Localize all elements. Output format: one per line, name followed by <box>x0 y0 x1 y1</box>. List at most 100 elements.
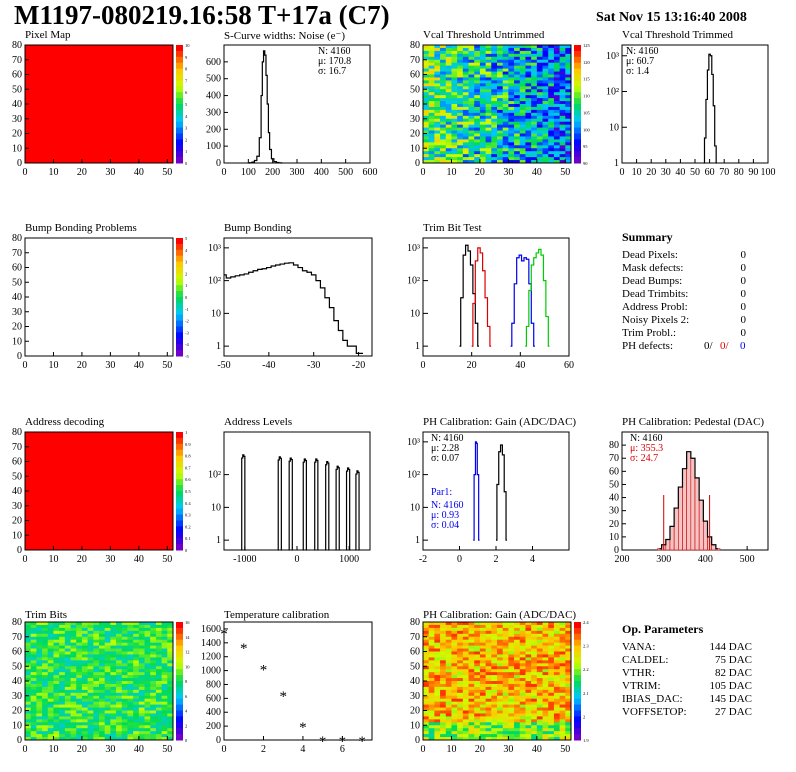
heatmap-cell <box>440 151 447 155</box>
heatmap-cell <box>565 734 572 738</box>
palette-cell <box>176 532 183 539</box>
heatmap-cell <box>53 645 60 649</box>
heatmap-cell <box>514 157 521 161</box>
heatmap-cell <box>479 115 487 120</box>
heatmap-cell <box>497 50 504 55</box>
heatmap-cell <box>138 663 145 667</box>
heatmap-cell <box>161 660 168 664</box>
heatmap-cell <box>502 121 509 126</box>
heatmap-cell <box>64 624 71 629</box>
heatmap-cell <box>519 698 526 703</box>
heatmap-cell <box>519 716 526 720</box>
heatmap-cell <box>514 725 521 729</box>
heatmap-cell <box>479 639 487 644</box>
heatmap-cell <box>423 669 430 673</box>
heatmap-cell <box>468 106 475 111</box>
heatmap-cell <box>508 737 515 741</box>
op-params-title: Op. Parameters <box>622 622 704 636</box>
heatmap-cell <box>559 98 566 102</box>
heatmap-cell <box>64 704 71 708</box>
heatmap-cell <box>508 83 515 87</box>
heatmap-cell <box>548 89 555 93</box>
heatmap-cell <box>542 45 549 49</box>
heatmap-cell <box>47 672 54 676</box>
heatmap-cell <box>502 53 509 58</box>
heatmap-cell <box>87 678 94 682</box>
heatmap-cell <box>428 701 435 705</box>
heatmap-cell <box>479 622 487 626</box>
heatmap-cell <box>451 622 458 626</box>
heatmap-cell <box>548 716 555 720</box>
page-title: M1197-080219.16:58 T+17a (C7) <box>14 0 390 30</box>
op-param-label: VTHR: <box>622 667 655 679</box>
heatmap-cell <box>30 728 37 732</box>
heatmap-cell <box>445 692 452 697</box>
heatmap-cell <box>110 734 117 738</box>
heatmap-cell <box>440 731 447 735</box>
heatmap-cell <box>155 678 163 682</box>
heatmap-cell <box>457 672 464 676</box>
heatmap-cell <box>445 118 452 123</box>
heatmap-cell <box>519 642 526 646</box>
heatmap-cell <box>468 669 475 673</box>
heatmap-cell <box>565 47 572 52</box>
heatmap-cell <box>474 53 481 58</box>
heatmap-cell <box>457 627 464 632</box>
heatmap-cell <box>559 654 566 658</box>
palette-label: 0.6 <box>185 477 191 482</box>
heatmap-cell <box>440 701 447 705</box>
heatmap-cell <box>485 80 492 84</box>
heatmap-cell <box>525 115 532 120</box>
y-tick-label: 1400 <box>201 638 221 649</box>
heatmap-cell <box>519 136 526 140</box>
heatmap-cell <box>462 663 469 667</box>
heatmap-cell <box>161 707 168 711</box>
heatmap-cell <box>76 681 83 685</box>
heatmap-cell <box>434 731 441 735</box>
heatmap-cell <box>468 642 475 646</box>
heatmap-cell <box>525 627 532 632</box>
heatmap-cell <box>440 636 447 641</box>
heatmap-cell <box>548 98 555 102</box>
heatmap-cell <box>428 136 435 140</box>
palette-cell <box>574 710 581 717</box>
heatmap-cell <box>514 74 521 78</box>
y-tick-label: 10 <box>12 336 22 347</box>
heatmap-cell <box>502 133 509 137</box>
heatmap-cell <box>462 719 469 723</box>
heatmap-cell <box>525 713 532 717</box>
heatmap-cell <box>508 675 515 679</box>
heatmap-cell <box>445 731 452 735</box>
heatmap-cell <box>150 624 157 629</box>
heatmap-cell <box>548 154 555 158</box>
heatmap-cell <box>559 633 566 638</box>
heatmap-cell <box>457 112 464 117</box>
heatmap-cell <box>36 678 43 682</box>
panel-title: Trim Bit Test <box>423 222 482 234</box>
heatmap-cell <box>87 698 94 703</box>
heatmap-cell <box>42 683 49 688</box>
heatmap-cell <box>451 716 458 720</box>
summary-label: Dead Pixels: <box>622 249 678 261</box>
heatmap-cell <box>553 654 561 658</box>
heatmap-cell <box>497 74 504 78</box>
heatmap-cell <box>462 112 469 117</box>
heatmap-cell <box>161 663 168 667</box>
palette-cell <box>176 133 183 140</box>
heatmap-cell <box>502 56 509 61</box>
heatmap-cell <box>451 704 458 708</box>
heatmap-cell <box>519 124 526 128</box>
heatmap-cell <box>474 683 481 688</box>
heatmap-cell <box>502 660 509 664</box>
heatmap-cell <box>497 722 504 726</box>
heatmap-cell <box>514 121 521 126</box>
heatmap-cell <box>445 109 452 114</box>
heatmap-cell <box>525 65 532 69</box>
heatmap-cell <box>553 681 561 685</box>
heatmap-cell <box>485 734 492 738</box>
heatmap-cell <box>536 722 543 726</box>
heatmap-cell <box>514 672 521 676</box>
heatmap-cell <box>150 642 157 646</box>
y-tick-label: 10² <box>606 87 619 98</box>
heatmap-cell <box>474 45 481 49</box>
